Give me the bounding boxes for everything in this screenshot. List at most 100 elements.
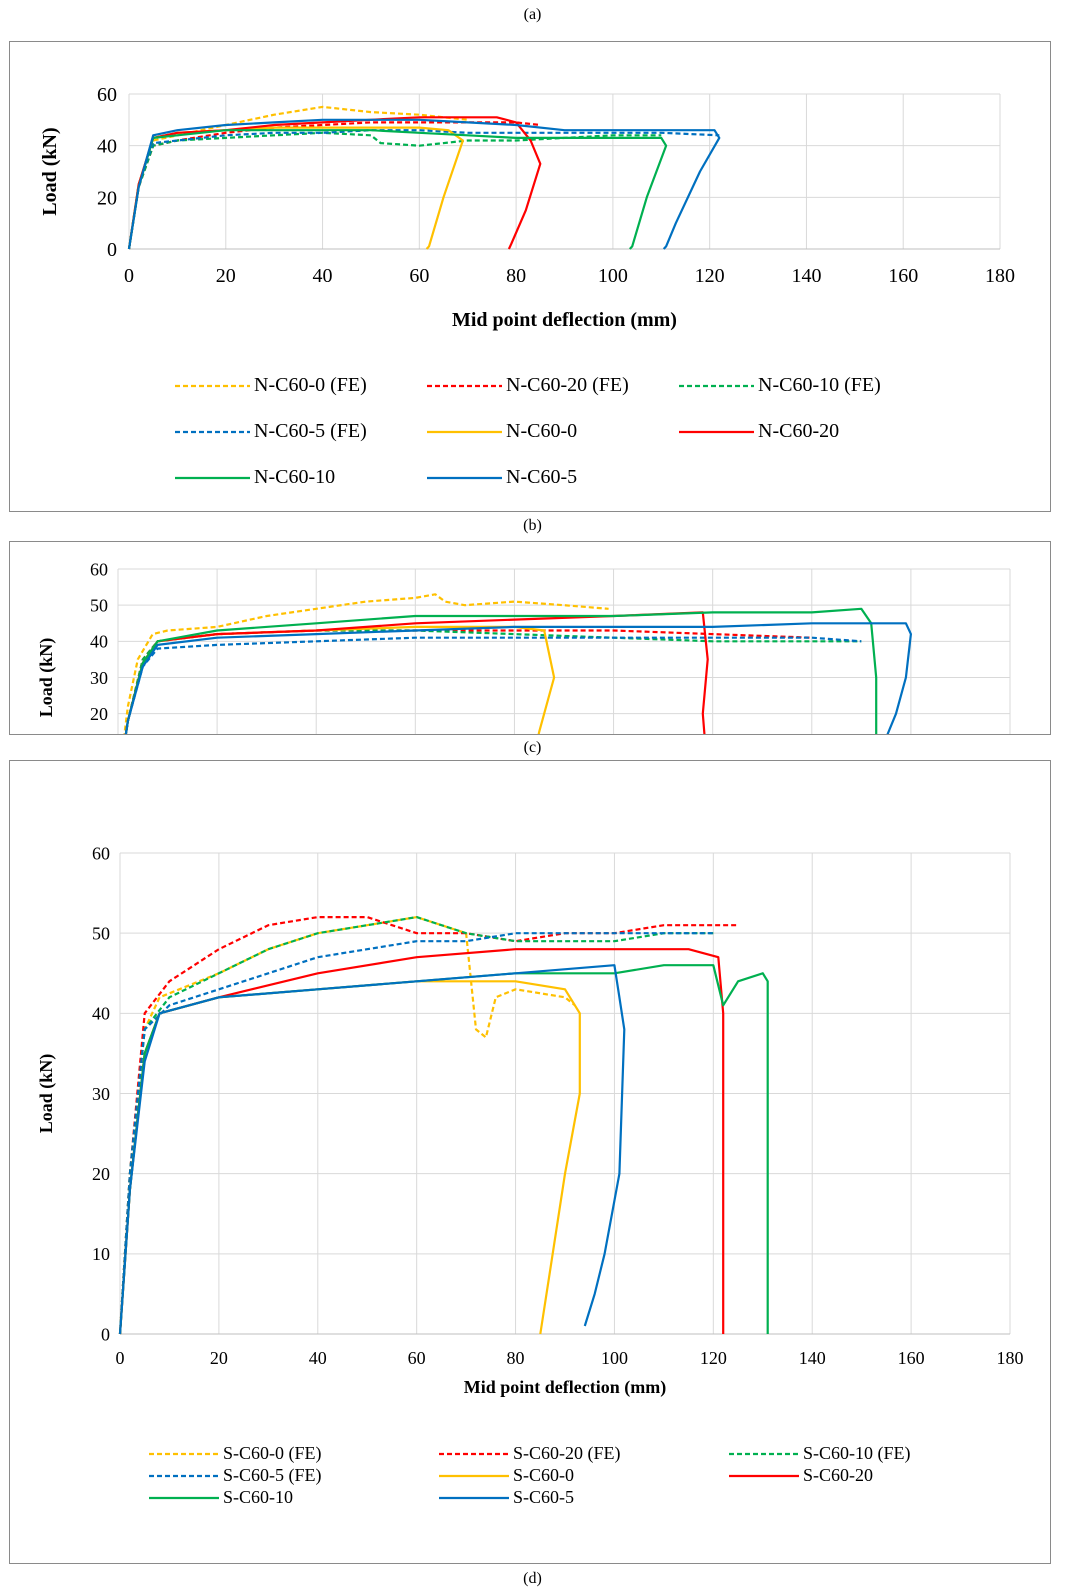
series-line-1 [118, 916, 739, 1335]
y-tick-label: 30 [90, 668, 108, 688]
series-line-6 [127, 129, 668, 250]
series-line-3 [118, 932, 714, 1335]
series-line-2 [127, 131, 662, 250]
caption-d: (d) [523, 1570, 542, 1587]
legend-swatch [439, 1496, 509, 1499]
series-line-3 [127, 129, 720, 250]
x-tick-label: 140 [791, 265, 821, 287]
legend-item: N-C60-5 [427, 466, 577, 489]
series-line-5 [118, 948, 725, 1335]
y-tick-label: 30 [92, 1084, 110, 1104]
series-line-7 [124, 622, 913, 734]
x-tick-label: 180 [985, 265, 1015, 287]
legend-swatch [427, 430, 502, 433]
x-tick-label: 140 [799, 1348, 826, 1368]
legend-item: S-C60-20 (FE) [439, 1443, 621, 1464]
x-tick-label: 60 [409, 265, 429, 287]
legend-swatch [679, 430, 754, 433]
series-line-4 [118, 980, 581, 1335]
series-line-2 [118, 916, 714, 1335]
legend-label: N-C60-20 [758, 420, 840, 442]
legend-item: N-C60-10 (FE) [679, 374, 881, 397]
series-line-7 [127, 118, 721, 250]
legend-item: N-C60-0 (FE) [175, 374, 367, 397]
series-line-6 [118, 964, 769, 1335]
legend-label: N-C60-5 (FE) [254, 420, 367, 442]
legend-swatch [175, 384, 250, 387]
series-line-0 [118, 916, 576, 1335]
legend-item: S-C60-10 [149, 1487, 293, 1508]
x-axis-title: Mid point deflection (mm) [464, 1377, 666, 1398]
legend-item: S-C60-5 (FE) [149, 1465, 322, 1486]
legend-swatch [175, 430, 250, 433]
x-tick-label: 0 [116, 1348, 125, 1368]
legend-swatch [175, 476, 250, 479]
y-tick-label: 0 [101, 1324, 110, 1344]
y-tick-label: 0 [107, 239, 117, 261]
legend-swatch [427, 384, 502, 387]
legend-item: N-C60-10 [175, 466, 335, 489]
legend-swatch [149, 1452, 219, 1455]
legend-swatch [439, 1474, 509, 1477]
x-tick-label: 20 [216, 265, 236, 287]
legend-item: N-C60-5 (FE) [175, 420, 367, 443]
legend-label: N-C60-0 (FE) [254, 374, 367, 396]
x-tick-label: 40 [309, 1348, 327, 1368]
legend-label: N-C60-20 (FE) [506, 374, 629, 396]
y-axis-title: Load (kN) [36, 1054, 57, 1134]
legend-item: S-C60-0 [439, 1465, 574, 1486]
legend-item: S-C60-0 (FE) [149, 1443, 322, 1464]
series-line-0 [123, 593, 609, 734]
caption-b: (b) [523, 517, 542, 534]
x-tick-label: 60 [408, 1348, 426, 1368]
chart-panel-b: 0 20 40 60 80 100 120 140 160 180 0 20 40 60 Mid point… [9, 41, 1051, 512]
legend-label: S-C60-5 [513, 1487, 575, 1507]
y-tick-label: 60 [97, 84, 117, 106]
x-tick-label: 40 [313, 265, 333, 287]
x-tick-label: 100 [598, 265, 628, 287]
y-tick-label: 40 [97, 136, 117, 158]
chart-svg-b: 0 20 40 60 80 100 120 140 160 180 0 20 40 60 Mid point… [39, 84, 1015, 331]
y-tick-label: 20 [92, 1164, 110, 1184]
y-tick-label: 40 [90, 632, 108, 652]
legend-label: S-C60-0 (FE) [223, 1443, 322, 1463]
series-line-4 [124, 625, 556, 734]
y-axis-title: Load (kN) [39, 127, 61, 215]
legend-item: S-C60-10 (FE) [729, 1443, 911, 1464]
legend-swatch [149, 1496, 219, 1499]
y-tick-label: 20 [97, 187, 117, 209]
legend-label: S-C60-10 (FE) [803, 1443, 911, 1463]
y-tick-label: 50 [90, 595, 108, 615]
legend-label: S-C60-20 (FE) [513, 1443, 621, 1463]
legend-item: S-C60-20 [729, 1465, 873, 1486]
legend-label: S-C60-10 [223, 1487, 294, 1507]
y-tick-label: 50 [92, 923, 110, 943]
legend-item: N-C60-20 (FE) [427, 374, 629, 397]
series-line-7 [118, 964, 626, 1335]
caption-c: (c) [523, 739, 542, 756]
legend-label: N-C60-5 [506, 466, 578, 488]
legend-label: S-C60-5 (FE) [223, 1465, 322, 1485]
series-line-2 [124, 629, 862, 734]
series-line-6 [124, 607, 878, 734]
y-tick-label: 10 [92, 1244, 110, 1264]
legend-swatch [439, 1452, 509, 1455]
legend-label: N-C60-10 (FE) [758, 374, 881, 396]
legend-swatch [679, 384, 754, 387]
series-line-1 [124, 629, 812, 734]
x-tick-label: 80 [507, 1348, 525, 1368]
chart-panel-c: 0204060801001201401601800102030405060Loa… [9, 541, 1051, 735]
legend-label: S-C60-20 [803, 1465, 874, 1485]
x-tick-label: 100 [601, 1348, 628, 1368]
legend-item: N-C60-20 [679, 420, 839, 443]
x-tick-label: 120 [700, 1348, 727, 1368]
legend-item: N-C60-0 [427, 420, 577, 443]
legend-swatch [729, 1452, 799, 1455]
x-tick-label: 80 [506, 265, 526, 287]
chart-svg-d: 0 20 40 60 80 100 120 140 160 180 0 10 20 30 40 50 60 Mid… [36, 843, 1024, 1398]
x-tick-label: 120 [695, 265, 725, 287]
series-line-3 [124, 636, 862, 734]
series-line-5 [127, 116, 542, 250]
x-tick-label: 180 [997, 1348, 1024, 1368]
legend-label: S-C60-0 [513, 1465, 575, 1485]
